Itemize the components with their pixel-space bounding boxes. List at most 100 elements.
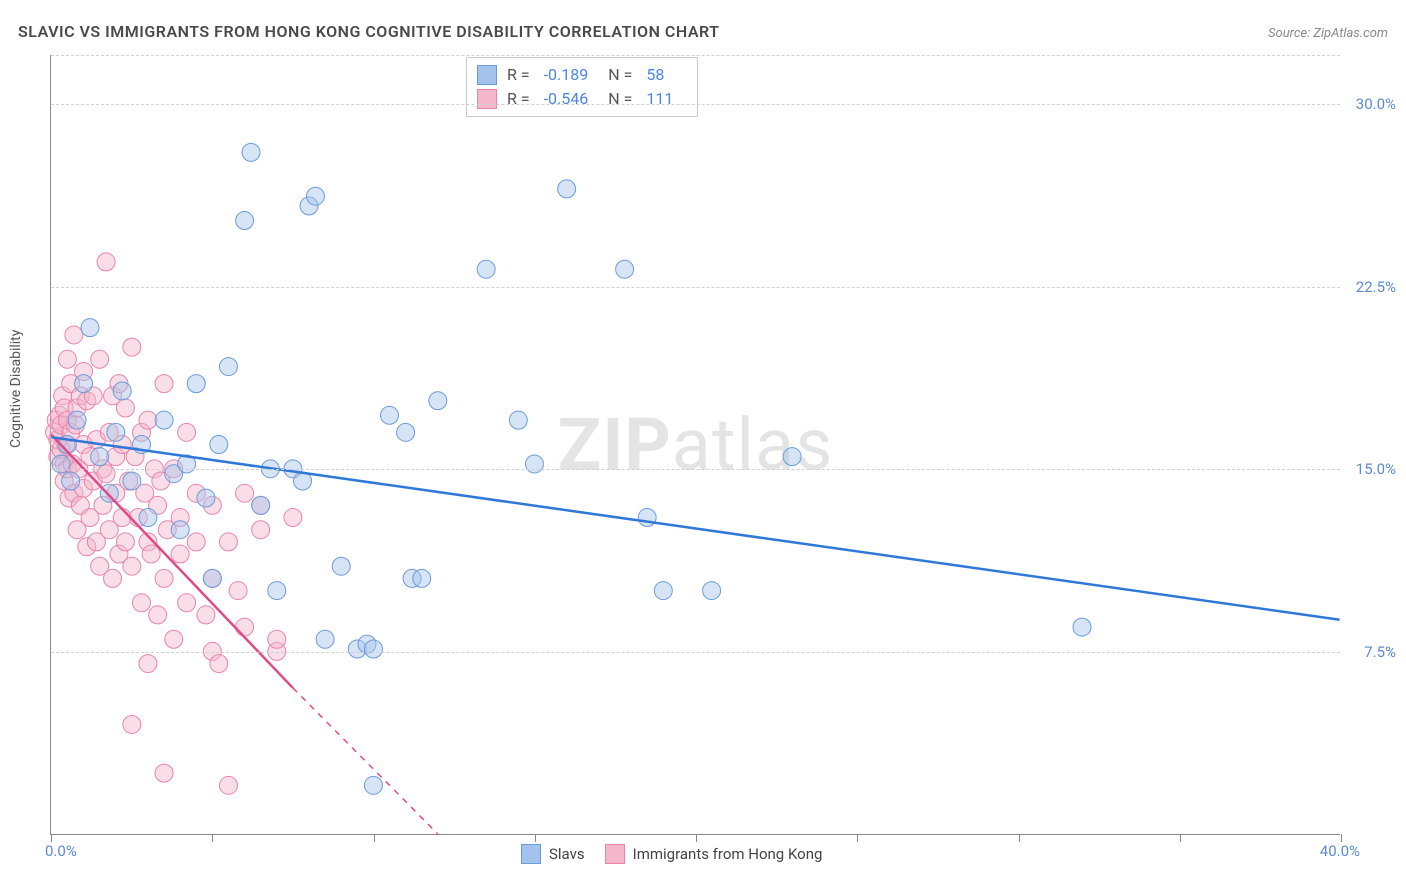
- chart-source: Source: ZipAtlas.com: [1268, 26, 1388, 41]
- chart-title: SLAVIC VS IMMIGRANTS FROM HONG KONG COGN…: [18, 22, 720, 41]
- y-tick-label: 15.0%: [1336, 460, 1396, 478]
- stats-n-label: N =: [608, 63, 632, 87]
- scatter-point: [97, 465, 115, 483]
- scatter-point: [91, 448, 109, 466]
- scatter-point: [210, 436, 228, 454]
- x-tick: [1341, 834, 1342, 842]
- scatter-point: [236, 618, 254, 636]
- y-tick-label: 22.5%: [1336, 278, 1396, 296]
- x-tick: [857, 834, 858, 842]
- scatter-point: [123, 557, 141, 575]
- scatter-point: [104, 569, 122, 587]
- scatter-svg: [51, 55, 1340, 834]
- bottom-legend: Slavs Immigrants from Hong Kong: [521, 844, 822, 864]
- scatter-point: [133, 594, 151, 612]
- x-tick: [1019, 834, 1020, 842]
- scatter-point: [242, 143, 260, 161]
- scatter-point: [65, 326, 83, 344]
- scatter-point: [703, 582, 721, 600]
- scatter-point: [100, 484, 118, 502]
- scatter-point: [91, 350, 109, 368]
- swatch-hk: [477, 89, 497, 109]
- scatter-point: [178, 423, 196, 441]
- scatter-point: [558, 180, 576, 198]
- scatter-point: [219, 358, 237, 376]
- legend-item-hk: Immigrants from Hong Kong: [605, 844, 823, 864]
- stats-legend-box: R = -0.189 N = 58 R = -0.546 N = 111: [466, 57, 698, 117]
- stats-n-label: N =: [608, 87, 632, 111]
- stats-r-label: R =: [507, 63, 530, 87]
- scatter-point: [210, 655, 228, 673]
- scatter-point: [616, 260, 634, 278]
- scatter-point: [364, 640, 382, 658]
- swatch-slavs: [477, 65, 497, 85]
- gridline: [51, 104, 1340, 105]
- legend-label-slavs: Slavs: [549, 845, 585, 863]
- scatter-point: [75, 375, 93, 393]
- stats-r-hk: -0.546: [544, 87, 589, 111]
- x-tick: [696, 834, 697, 842]
- scatter-point: [155, 764, 173, 782]
- scatter-point: [139, 655, 157, 673]
- stats-row-slavs: R = -0.189 N = 58: [477, 63, 683, 87]
- x-origin-label: 0.0%: [45, 842, 77, 860]
- scatter-point: [187, 533, 205, 551]
- x-tick: [1180, 834, 1181, 842]
- scatter-point: [219, 533, 237, 551]
- scatter-point: [203, 569, 221, 587]
- scatter-point: [268, 582, 286, 600]
- stats-r-label: R =: [507, 87, 530, 111]
- scatter-point: [638, 509, 656, 527]
- scatter-point: [654, 582, 672, 600]
- plot-area: ZIPatlas R = -0.189 N = 58 R = -0.546 N …: [50, 55, 1340, 835]
- scatter-point: [219, 776, 237, 794]
- scatter-point: [252, 521, 270, 539]
- scatter-point: [165, 630, 183, 648]
- scatter-point: [284, 509, 302, 527]
- scatter-point: [171, 545, 189, 563]
- scatter-point: [178, 594, 196, 612]
- x-tick: [51, 834, 52, 842]
- gridline: [51, 469, 1340, 470]
- x-tick: [535, 834, 536, 842]
- scatter-point: [113, 509, 131, 527]
- scatter-point: [268, 630, 286, 648]
- x-tick: [374, 834, 375, 842]
- gridline: [51, 287, 1340, 288]
- stats-row-hk: R = -0.546 N = 111: [477, 87, 683, 111]
- y-tick-label: 7.5%: [1336, 643, 1396, 661]
- legend-item-slavs: Slavs: [521, 844, 585, 864]
- scatter-point: [429, 392, 447, 410]
- scatter-point: [155, 569, 173, 587]
- stats-n-hk: 111: [646, 87, 673, 111]
- scatter-point: [123, 472, 141, 490]
- regression-line: [293, 688, 438, 834]
- scatter-point: [197, 489, 215, 507]
- scatter-point: [236, 212, 254, 230]
- y-tick-label: 30.0%: [1336, 95, 1396, 113]
- gridline: [51, 55, 1340, 56]
- scatter-point: [62, 472, 80, 490]
- scatter-point: [155, 411, 173, 429]
- scatter-point: [107, 423, 125, 441]
- scatter-point: [509, 411, 527, 429]
- scatter-point: [332, 557, 350, 575]
- scatter-point: [123, 338, 141, 356]
- scatter-point: [97, 253, 115, 271]
- scatter-point: [229, 582, 247, 600]
- scatter-point: [381, 406, 399, 424]
- scatter-point: [306, 187, 324, 205]
- scatter-point: [316, 630, 334, 648]
- x-tick: [212, 834, 213, 842]
- scatter-point: [155, 375, 173, 393]
- scatter-point: [397, 423, 415, 441]
- scatter-point: [413, 569, 431, 587]
- scatter-point: [236, 484, 254, 502]
- scatter-point: [116, 399, 134, 417]
- scatter-point: [477, 260, 495, 278]
- swatch-slavs: [521, 844, 541, 864]
- scatter-point: [364, 776, 382, 794]
- scatter-point: [139, 509, 157, 527]
- swatch-hk: [605, 844, 625, 864]
- scatter-point: [783, 448, 801, 466]
